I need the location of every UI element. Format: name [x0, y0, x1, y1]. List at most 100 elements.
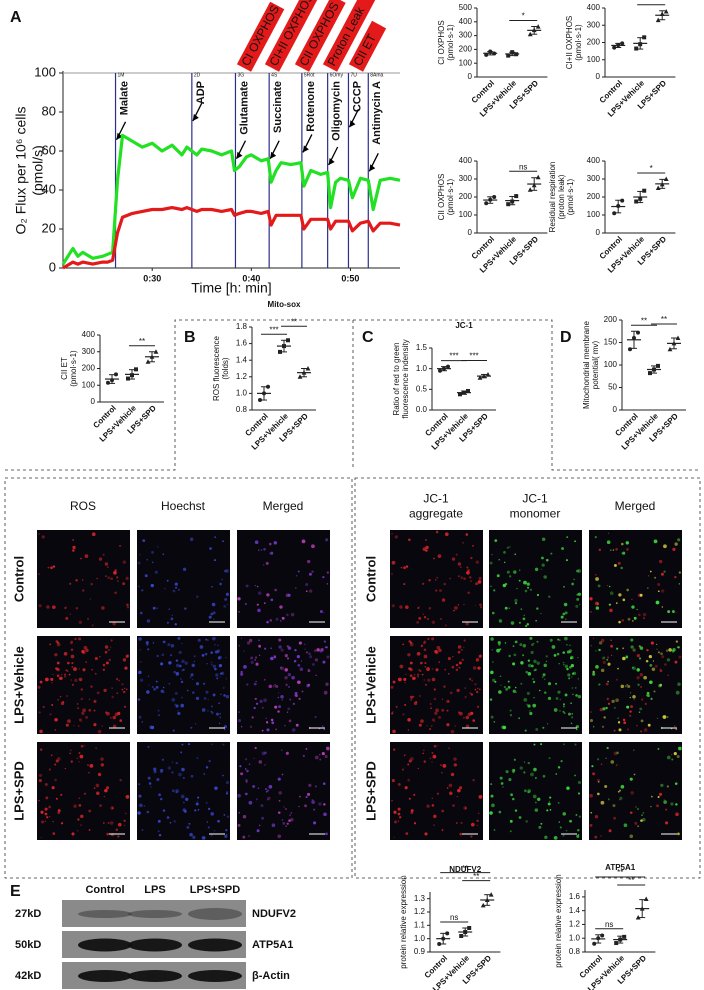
- cell: [283, 806, 285, 808]
- cell: [139, 611, 143, 615]
- cell: [189, 832, 193, 837]
- cell: [475, 658, 480, 662]
- cell: [277, 692, 280, 694]
- cell: [453, 757, 457, 761]
- cell: [167, 766, 171, 770]
- cell: [38, 779, 42, 783]
- cell: [225, 678, 228, 680]
- cell: [78, 804, 82, 807]
- cell: [606, 584, 608, 587]
- cell: [640, 685, 643, 689]
- cell: [259, 824, 261, 827]
- cell: [408, 538, 411, 542]
- cell: [80, 814, 84, 819]
- cell: [257, 787, 260, 790]
- cell: [273, 541, 277, 545]
- cell: [422, 613, 424, 615]
- cell: [49, 643, 52, 646]
- cell: [423, 640, 427, 644]
- cell: [308, 589, 313, 593]
- cell: [196, 595, 199, 598]
- cell: [94, 700, 96, 703]
- cell: [278, 799, 281, 802]
- cell: [214, 786, 218, 790]
- cell: [431, 797, 434, 800]
- cell: [565, 559, 568, 562]
- cell: [610, 639, 612, 641]
- cell: [536, 640, 539, 643]
- cell: [493, 589, 496, 592]
- cell: [264, 751, 267, 755]
- cell: [520, 661, 524, 665]
- cell: [490, 783, 493, 786]
- cell: [138, 715, 142, 719]
- cell: [621, 542, 624, 546]
- cell: [670, 753, 673, 756]
- cell: [535, 620, 537, 622]
- cell: [640, 719, 644, 723]
- cell: [660, 783, 664, 787]
- cell: [558, 821, 560, 823]
- cell: [514, 686, 517, 689]
- cell: [465, 533, 469, 536]
- band-protein: NDUFV2: [252, 908, 296, 920]
- cell: [607, 798, 610, 801]
- data-point: [153, 349, 159, 354]
- trace-line: [62, 206, 401, 270]
- blot-band: [128, 910, 182, 918]
- cell: [522, 617, 526, 621]
- cell: [211, 712, 214, 714]
- cell: [78, 718, 83, 722]
- cell: [320, 610, 323, 613]
- sig-label: **: [139, 337, 145, 346]
- cell: [175, 761, 179, 765]
- cell: [55, 797, 58, 800]
- cell: [413, 793, 416, 796]
- cell: [562, 703, 565, 706]
- cell: [41, 820, 45, 824]
- cell: [544, 678, 546, 681]
- cell: [663, 570, 666, 573]
- cell: [194, 723, 197, 725]
- cell: [407, 653, 411, 657]
- image-bg: [489, 530, 582, 628]
- cell: [270, 718, 274, 722]
- y-axis-title: (proton leak): [557, 174, 566, 219]
- event-label: Oligomycin: [331, 81, 343, 141]
- cell: [510, 793, 513, 797]
- cell: [622, 718, 626, 722]
- cell: [541, 676, 544, 678]
- cell: [157, 709, 160, 712]
- cell: [265, 790, 268, 793]
- cell: [569, 819, 572, 823]
- panel-letter: D: [560, 329, 572, 346]
- cell: [50, 566, 53, 570]
- y-tick-label: 400: [459, 156, 473, 165]
- cell: [601, 638, 605, 643]
- cell: [498, 619, 503, 623]
- cell: [66, 695, 68, 697]
- cell: [565, 829, 568, 832]
- cell: [306, 792, 311, 796]
- cell: [468, 677, 472, 681]
- cell: [549, 809, 552, 811]
- y-tick-label: 400: [587, 3, 601, 12]
- cell: [449, 691, 453, 695]
- cell: [44, 812, 48, 816]
- cell: [431, 751, 434, 754]
- y-tick-label: 1.6: [236, 339, 248, 348]
- cell: [254, 584, 256, 587]
- y-tick-label: 200: [459, 45, 473, 54]
- cell: [222, 774, 224, 777]
- cell: [415, 700, 418, 703]
- cell: [306, 684, 310, 688]
- cell: [564, 618, 567, 621]
- chart-title: NDUFV2: [449, 865, 482, 874]
- cell: [313, 649, 317, 652]
- cell: [119, 778, 122, 782]
- cell: [519, 569, 521, 571]
- cell: [629, 777, 633, 781]
- cell: [184, 810, 187, 813]
- state-box: [236, 1, 285, 72]
- cell: [547, 682, 552, 686]
